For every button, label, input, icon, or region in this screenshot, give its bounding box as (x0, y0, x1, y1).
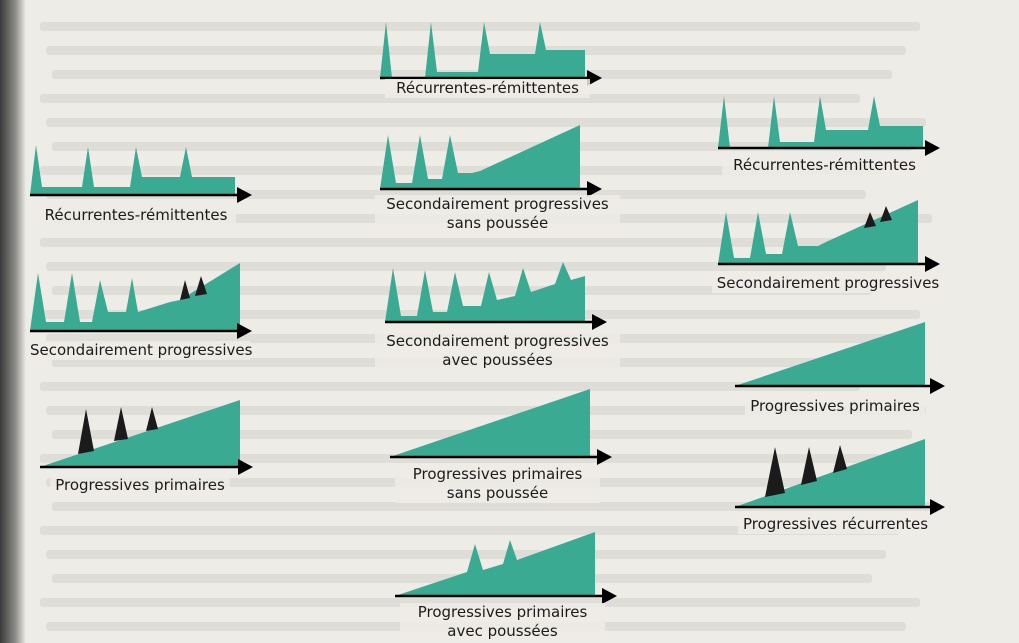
diagram-right-progressives-primaires (735, 320, 950, 395)
caption-line: Secondairement progressives (386, 332, 609, 350)
caption-left-recurrentes-remittentes: Récurrentes-rémittentes (36, 206, 236, 225)
caption-line: Progressives primaires (750, 397, 920, 415)
background-text-line (46, 550, 886, 559)
diagram-mid-secondairement-progressives-sans-poussee (380, 123, 605, 198)
background-text-line (46, 46, 906, 55)
background-text-line (52, 142, 912, 151)
background-text-line (40, 454, 880, 463)
caption-line: sans poussée (446, 484, 549, 502)
diagram-right-recurrentes-remittentes (718, 90, 943, 160)
caption-right-progressives-primaires: Progressives primaires (745, 397, 925, 416)
diagram-right-secondairement-progressives (718, 198, 943, 273)
caption-line: Récurrentes-rémittentes (733, 156, 916, 174)
diagram-left-progressives-primaires (40, 395, 265, 475)
caption-line: Récurrentes-rémittentes (44, 206, 228, 224)
caption-line: Récurrentes-rémittentes (396, 79, 579, 97)
caption-mid-secondairement-progressives-avec-poussees: Secondairement progressives avec poussée… (375, 332, 620, 370)
caption-line: avec poussées (447, 622, 558, 640)
background-text-line (46, 262, 886, 271)
caption-mid-progressives-primaires-avec-poussees: Progressives primaires avec poussées (400, 603, 605, 641)
caption-right-secondairement-progressives: Secondairement progressives (712, 274, 944, 293)
background-text-line (52, 286, 872, 295)
background-text-line (40, 526, 900, 535)
background-text-line (52, 502, 932, 511)
caption-mid-recurrentes-remittentes: Récurrentes-rémittentes (385, 79, 590, 98)
diagram-mid-progressives-primaires-avec-poussees (395, 520, 620, 605)
background-text-line (40, 598, 920, 607)
caption-line: Secondairement progressives (386, 195, 609, 213)
diagram-mid-secondairement-progressives-avec-poussees (385, 258, 610, 330)
book-gutter-shadow (0, 0, 26, 643)
caption-line: Secondairement progressives (30, 341, 253, 359)
background-text-line (40, 238, 900, 247)
diagram-mid-recurrentes-remittentes (380, 14, 605, 86)
caption-mid-progressives-primaires-sans-poussee: Progressives primaires sans poussée (395, 465, 600, 503)
background-text-line (46, 190, 866, 199)
background-text-line (40, 382, 860, 391)
caption-line: Progressives primaires (412, 465, 583, 483)
background-text-line (40, 94, 860, 103)
diagram-left-recurrentes-remittentes (30, 135, 255, 205)
caption-line: Progressives primaires (417, 603, 588, 621)
caption-left-progressives-primaires: Progressives primaires (50, 476, 230, 495)
background-text-line (40, 166, 880, 175)
caption-line: Progressives primaires (55, 476, 225, 494)
background-text-line (46, 406, 926, 415)
diagram-right-progressives-recurrentes (735, 435, 950, 515)
caption-line: sans poussée (446, 214, 549, 232)
caption-right-progressives-recurrentes: Progressives récurrentes (738, 515, 933, 534)
diagram-left-secondairement-progressives (30, 258, 255, 339)
caption-line: Secondairement progressives (716, 274, 940, 292)
background-text-line (46, 118, 926, 127)
caption-line: avec poussées (442, 351, 553, 369)
diagram-mid-progressives-primaires-sans-poussee (390, 385, 615, 465)
caption-right-recurrentes-remittentes: Récurrentes-rémittentes (722, 156, 927, 175)
caption-left-secondairement-progressives: Secondairement progressives (30, 341, 253, 360)
background-text-line (40, 22, 920, 31)
caption-mid-secondairement-progressives-sans-poussee: Secondairement progressives sans poussée (375, 195, 620, 233)
caption-line: Progressives récurrentes (742, 515, 929, 533)
